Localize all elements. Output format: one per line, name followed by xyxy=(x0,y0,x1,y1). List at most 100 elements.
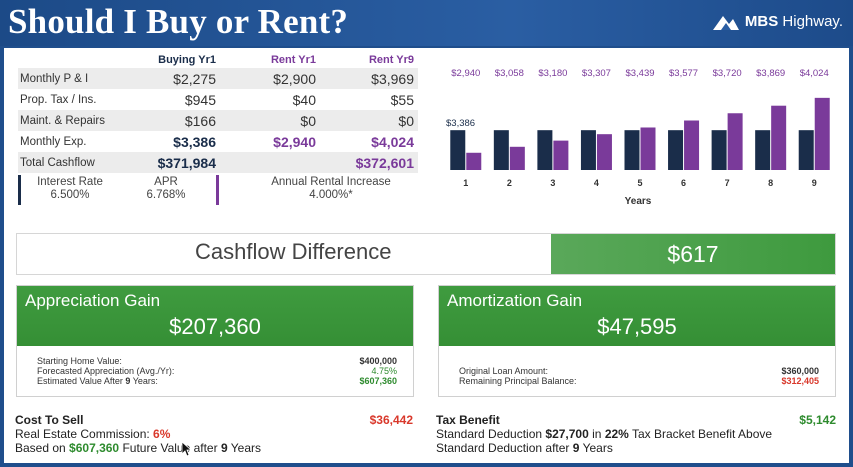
chart-tick-label: 5 xyxy=(637,178,642,188)
table-header-buying: Buying Yr1 xyxy=(158,54,216,66)
table-header-rent-yr1: Rent Yr1 xyxy=(270,54,316,66)
chart-tick-label: 7 xyxy=(725,178,730,188)
amortization-value: $47,595 xyxy=(597,314,677,339)
detail-value: $607,360 xyxy=(359,376,397,386)
chart-tick-label: 6 xyxy=(681,178,686,188)
cell-rent1: $40 xyxy=(292,91,316,108)
apr-value: 6.768% xyxy=(146,189,186,201)
table-row: Monthly Exp. $3,386 $2,940 $4,024 xyxy=(18,131,418,152)
chart-bar-rent xyxy=(814,97,830,170)
chart-bar-rent xyxy=(640,127,656,170)
apr: APR 6.768% xyxy=(136,176,196,202)
chart-bar-buy xyxy=(580,130,596,170)
chart-buy-label: $3,386 xyxy=(446,118,475,129)
chart-tick-label: 8 xyxy=(768,178,773,188)
purple-divider xyxy=(216,175,219,205)
header-bar: Should I Buy or Rent? MBS Highway. xyxy=(0,0,853,46)
cashflow-label: Cashflow Difference xyxy=(195,239,392,264)
rental-increase-label: Annual Rental Increase xyxy=(271,176,391,188)
cell-buy: $2,275 xyxy=(173,70,216,87)
chart-data-label: $3,720 xyxy=(713,68,742,79)
commission-line: Real Estate Commission: 6% xyxy=(15,427,171,441)
chart-tick-label: 9 xyxy=(812,178,817,188)
cell-rent1: $2,940 xyxy=(273,133,316,150)
chart-tick-label: 2 xyxy=(507,178,512,188)
chart-data-label: $3,577 xyxy=(669,68,698,79)
detail-label: Remaining Principal Balance: xyxy=(459,376,577,386)
cell-rent9: $3,969 xyxy=(371,70,414,87)
rental-increase-value: 4.000%* xyxy=(309,189,353,201)
detail-label: Forecasted Appreciation (Avg./Yr): xyxy=(37,366,175,376)
detail-value: $400,000 xyxy=(359,356,397,366)
detail-line: Estimated Value After 9 Years: $607,360 xyxy=(37,376,397,387)
detail-label: Estimated Value After 9 Years: xyxy=(37,376,158,386)
cell-rent9: $4,024 xyxy=(371,133,414,150)
chart-svg: $2,940 $3,058 $3,180 $3,307 $3,439 $3,577 $3,7… xyxy=(446,68,830,207)
chart-bar-buy xyxy=(537,130,553,170)
interest-rate: Interest Rate 6.500% xyxy=(30,176,110,202)
detail-line: Starting Home Value: $400,000 xyxy=(37,356,397,367)
apr-label: APR xyxy=(154,176,178,188)
appreciation-details: Starting Home Value: $400,000 Forecasted… xyxy=(17,346,413,396)
appreciation-value: $207,360 xyxy=(169,314,261,339)
detail-value: $360,000 xyxy=(781,366,819,376)
detail-line: Remaining Principal Balance: $312,405 xyxy=(459,376,819,387)
cell-buy: $945 xyxy=(184,91,216,108)
table-row: Prop. Tax / Ins. $945 $40 $55 xyxy=(18,89,418,110)
detail-label: Original Loan Amount: xyxy=(459,366,549,376)
amortization-details: Original Loan Amount: $360,000 Remaining… xyxy=(439,346,835,396)
cell-rent9: $372,601 xyxy=(355,154,414,171)
rates-section: Interest Rate 6.500% APR 6.768% Annual R… xyxy=(18,175,416,205)
table-row: Monthly P & I $2,275 $2,900 $3,969 xyxy=(18,68,418,89)
cashflow-value: $617 xyxy=(551,234,835,274)
tax-benefit: Tax Benefit $5,142 Standard Deduction $2… xyxy=(436,413,836,455)
chart-bar-buy xyxy=(624,130,640,170)
rental-increase: Annual Rental Increase 4.000%* xyxy=(246,176,416,202)
cell-buy: $371,984 xyxy=(157,154,216,171)
chart-bar-rent xyxy=(771,105,787,170)
rent-vs-buy-chart: $2,940 $3,058 $3,180 $3,307 $3,439 $3,577 $3,7… xyxy=(436,64,841,214)
amortization-header: Amortization Gain $47,595 xyxy=(439,286,835,346)
chart-bar-rent xyxy=(553,140,569,170)
amortization-title: Amortization Gain xyxy=(447,291,583,310)
comparison-table: Buying Yr1 Rent Yr1 Rent Yr9 Monthly P &… xyxy=(18,54,418,173)
chart-data-label: $4,024 xyxy=(800,68,829,79)
chart-bar-buy xyxy=(755,130,771,170)
cashflow-difference: Cashflow Difference $617 xyxy=(16,233,836,275)
cost-to-sell-title: Cost To Sell xyxy=(15,413,84,427)
navy-divider xyxy=(18,175,21,205)
table-header-rent-yr9: Rent Yr9 xyxy=(368,54,414,66)
chart-bar-buy xyxy=(711,130,727,170)
table-header-cell xyxy=(18,54,136,68)
chart-tick-label: 4 xyxy=(594,178,599,188)
cell-rent1: $2,900 xyxy=(273,70,316,87)
chart-data-label: $3,307 xyxy=(582,68,611,79)
chart-data-label: $3,180 xyxy=(538,68,567,79)
tax-benefit-amount: $5,142 xyxy=(799,413,836,427)
table-header: Buying Yr1 Rent Yr1 Rent Yr9 xyxy=(18,54,418,68)
cell-buy: $3,386 xyxy=(173,133,216,150)
chart-tick-label: 3 xyxy=(550,178,555,188)
chart-bar-rent xyxy=(727,113,743,170)
row-label: Maint. & Repairs xyxy=(20,114,106,127)
interest-rate-value: 6.500% xyxy=(50,189,90,201)
tax-benefit-title: Tax Benefit xyxy=(436,413,500,427)
future-value-line: Based on $607,360 Future Value after 9 Y… xyxy=(15,441,262,455)
cell-buy: $166 xyxy=(184,112,216,129)
row-label: Monthly Exp. xyxy=(20,135,87,148)
cost-to-sell-amount: $36,442 xyxy=(369,413,413,427)
row-label: Monthly P & I xyxy=(20,72,89,85)
brand-name: MBS Highway. xyxy=(744,12,843,30)
appreciation-title: Appreciation Gain xyxy=(25,291,161,310)
chart-bar-buy xyxy=(450,130,466,170)
chart-data-label: $3,058 xyxy=(495,68,524,79)
main-panel: Buying Yr1 Rent Yr1 Rent Yr9 Monthly P &… xyxy=(4,48,849,463)
mouse-cursor-icon xyxy=(181,441,193,457)
chart-bar-buy xyxy=(668,130,684,170)
deduction-line: Standard Deduction $27,700 in 22% Tax Br… xyxy=(436,427,773,441)
table-row: Maint. & Repairs $166 $0 $0 xyxy=(18,110,418,131)
chart-bar-rent xyxy=(596,134,612,170)
detail-line: Forecasted Appreciation (Avg./Yr): 4.75% xyxy=(37,366,397,377)
row-label: Prop. Tax / Ins. xyxy=(20,93,97,106)
amortization-card: Amortization Gain $47,595 Original Loan … xyxy=(438,285,836,397)
